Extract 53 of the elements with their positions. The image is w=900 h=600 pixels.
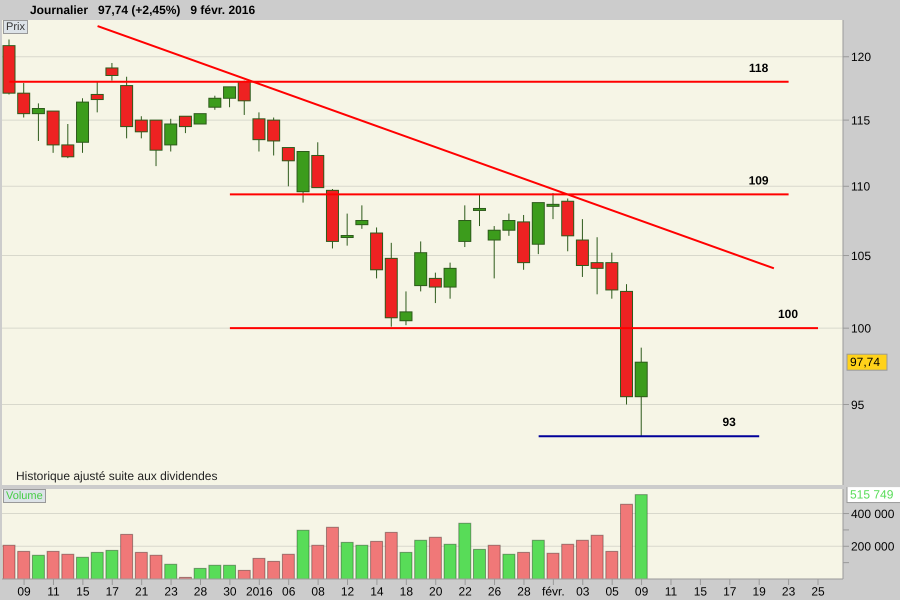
x-tick-label: 11 xyxy=(664,584,678,599)
y-tick-label: 100 xyxy=(851,321,872,336)
price-tag: 515 749 xyxy=(846,487,900,504)
candlestick xyxy=(105,62,118,82)
x-tick-label: 26 xyxy=(488,584,502,599)
series-label: 118 xyxy=(748,60,769,75)
x-tick-label: 05 xyxy=(605,584,620,599)
x-tick-label: 17 xyxy=(106,584,120,599)
x-tick-label: 19 xyxy=(752,584,766,599)
x-tick-label: 25 xyxy=(811,584,825,599)
series-label: 100 xyxy=(778,307,798,322)
x-tick-label: 23 xyxy=(782,584,796,599)
y-axis-title: Prix xyxy=(3,20,28,34)
y-tick-label: 120 xyxy=(851,50,872,64)
x-tick-label: 11 xyxy=(47,584,60,599)
y-tick-label: 110 xyxy=(851,180,870,194)
x-tick-label: 2016 xyxy=(246,584,273,599)
x-tick-label: 20 xyxy=(429,584,443,599)
x-tick-label: 18 xyxy=(400,584,414,599)
x-tick-label: févr. xyxy=(542,584,565,599)
candlestick xyxy=(90,81,104,113)
price-tag: 97,74 xyxy=(846,354,888,371)
y-tick-label: 115 xyxy=(851,113,870,128)
candlestick xyxy=(488,226,501,279)
x-tick-label: 12 xyxy=(340,584,355,599)
candlestick xyxy=(61,124,74,159)
x-tick-label: 22 xyxy=(458,584,472,599)
candlestick xyxy=(355,204,368,230)
x-tick-label: 09 xyxy=(17,584,32,599)
series-label: 93 xyxy=(722,415,736,430)
x-tick-label: 09 xyxy=(634,584,649,599)
candlestick xyxy=(458,204,472,248)
x-tick-label: 23 xyxy=(164,584,178,599)
x-tick-label: 14 xyxy=(370,584,384,599)
x-tick-label: 28 xyxy=(194,584,208,599)
x-tick-label: 08 xyxy=(311,584,326,599)
annotation: Historique ajusté suite aux dividendes xyxy=(16,469,218,483)
x-tick-label: 15 xyxy=(694,584,708,599)
x-tick-label: 28 xyxy=(517,584,531,599)
y-tick-label: 105 xyxy=(851,248,872,263)
series-label: 109 xyxy=(748,173,769,188)
y-tick-label: 95 xyxy=(851,398,865,412)
x-tick-label: 30 xyxy=(223,584,237,599)
y-axis-title: Volume xyxy=(3,489,46,503)
y-tick-label: 400 000 xyxy=(851,506,895,521)
x-tick-label: 06 xyxy=(282,584,296,599)
chart-title: Journalier 97,74 (+2,45%) 9 févr. 2016 xyxy=(30,3,256,17)
candlestick xyxy=(472,194,486,227)
y-tick-label: 200 000 xyxy=(851,540,895,554)
x-tick-label: 03 xyxy=(576,584,590,599)
x-tick-label: 21 xyxy=(134,584,149,599)
x-tick-label: 17 xyxy=(723,584,737,599)
x-tick-label: 15 xyxy=(76,584,90,599)
